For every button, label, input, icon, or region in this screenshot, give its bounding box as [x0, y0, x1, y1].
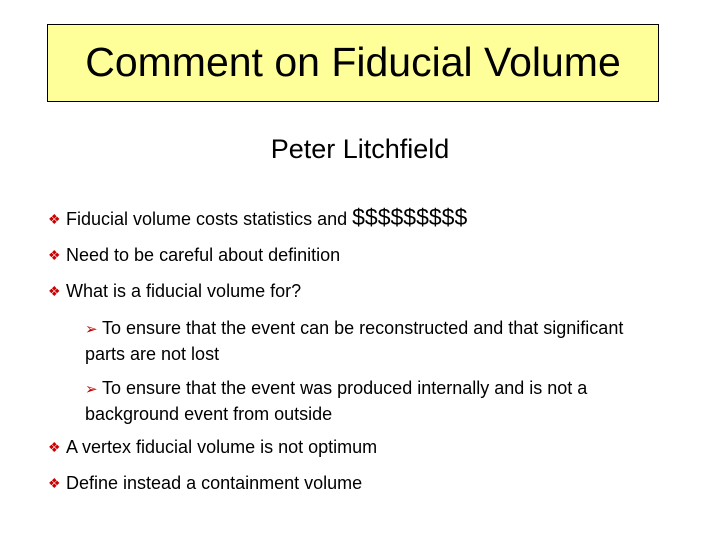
bullet-item: ❖ What is a fiducial volume for?: [48, 280, 301, 302]
bullet-item: ❖ Fiducial volume costs statistics and $$…: [48, 206, 467, 230]
subbullet-item: ➢ To ensure that the event can be reconst…: [85, 316, 665, 366]
bullet-text: Need to be careful about definition: [66, 245, 341, 265]
arrow-bullet-icon: ➢: [85, 321, 98, 338]
subbullet-text: To ensure that the event can be reconstr…: [85, 318, 624, 364]
author-name: Peter Litchfield: [270, 134, 450, 164]
bullet-item: ❖ A vertex fiducial volume is not optimum: [48, 436, 377, 458]
diamond-bullet-icon: ❖: [48, 247, 61, 263]
bullet-text: A vertex fiducial volume is not optimum: [66, 437, 378, 457]
bullet-emphasis: $$$$$$$$$: [352, 204, 468, 230]
bullet-text: Fiducial volume costs statistics and: [66, 209, 353, 229]
diamond-bullet-icon: ❖: [48, 211, 61, 227]
slide-title: Comment on Fiducial Volume: [85, 38, 621, 85]
bullet-text: Define instead a containment volume: [66, 473, 363, 493]
diamond-bullet-icon: ❖: [48, 439, 61, 455]
bullet-item: ❖ Need to be careful about definition: [48, 244, 340, 266]
diamond-bullet-icon: ❖: [48, 283, 61, 299]
title-box: Comment on Fiducial Volume: [47, 24, 659, 102]
bullet-text: What is a fiducial volume for?: [66, 281, 302, 301]
subbullet-item: ➢ To ensure that the event was produced i…: [85, 376, 665, 426]
diamond-bullet-icon: ❖: [48, 475, 61, 491]
arrow-bullet-icon: ➢: [85, 381, 98, 398]
bullet-item: ❖ Define instead a containment volume: [48, 472, 362, 494]
subbullet-text: To ensure that the event was produced in…: [85, 378, 588, 424]
